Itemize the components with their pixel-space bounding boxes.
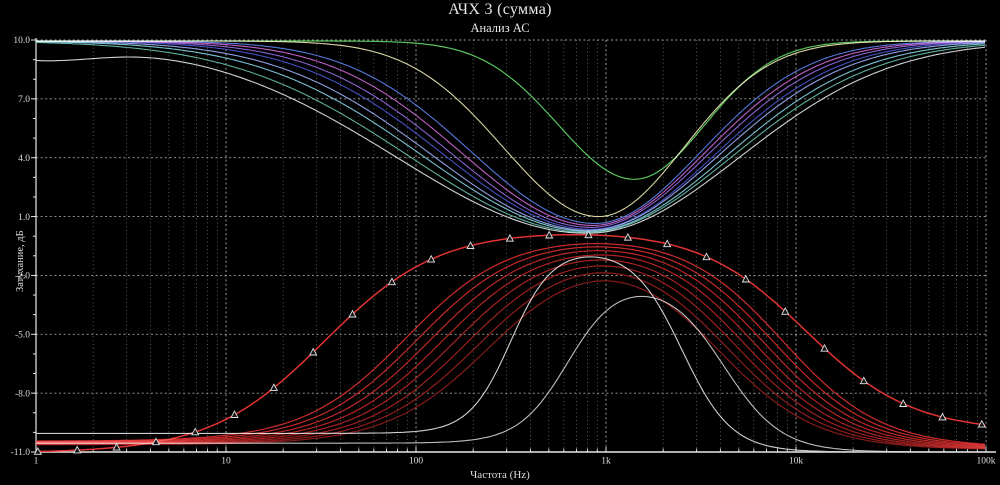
triangle-marker (820, 343, 829, 352)
triangle-marker (33, 446, 43, 455)
triangle-marker (466, 241, 475, 249)
series-band-red-marked (35, 233, 986, 453)
triangle-marker (309, 347, 318, 356)
triangle-marker (73, 445, 82, 454)
triangle-marker (427, 254, 436, 263)
series-sum-notch-navy (36, 40, 986, 230)
x-tick-label: 10k (789, 457, 804, 467)
y-tick-label: -11.0 (11, 448, 31, 458)
triangle-marker (348, 309, 357, 318)
chart-title: АЧХ 3 (сумма) (448, 1, 552, 18)
triangle-marker (387, 277, 397, 286)
y-tick-label: -8.0 (15, 389, 30, 399)
triangle-marker (859, 376, 868, 385)
series-band-red-4 (36, 254, 986, 448)
triangle-marker (584, 230, 593, 239)
triangle-marker (230, 410, 239, 418)
y-tick-label: 1.0 (18, 213, 30, 223)
triangle-marker (545, 230, 554, 239)
triangle-marker (112, 442, 121, 451)
chart-subtitle: Анализ АС (470, 21, 530, 35)
series-band-red-1 (35, 243, 986, 445)
series-sum-notch-periwinkle (35, 40, 986, 231)
y-tick-label: 4.0 (18, 154, 30, 164)
series-sum-notch-paleyellow (36, 40, 985, 218)
triangle-marker (781, 306, 790, 315)
triangle-marker (623, 232, 633, 241)
curves-layer (35, 40, 986, 453)
triangle-marker (663, 239, 672, 248)
x-tick-label: 100k (977, 457, 996, 467)
triangle-marker (977, 419, 986, 428)
triangle-marker (151, 437, 161, 446)
marker-layer (33, 230, 986, 455)
triangle-marker (741, 274, 750, 283)
triangle-marker (269, 383, 279, 392)
series-band-red-8 (36, 280, 986, 450)
x-tick-label: 1 (34, 457, 39, 467)
x-tick-label: 10 (221, 457, 231, 467)
x-tick-label: 1k (601, 457, 611, 467)
series-band-red-6 (36, 265, 985, 449)
triangle-marker (191, 427, 200, 436)
series-bell-gray-tall (36, 256, 985, 453)
series-sum-notch-magenta (36, 40, 985, 226)
series-sum-notch-blue (36, 40, 985, 224)
series-sum-notch-cyan (36, 41, 986, 232)
triangle-marker (938, 412, 947, 421)
y-tick-label: 10.0 (13, 36, 30, 46)
y-tick-label: -5.0 (15, 330, 30, 340)
series-band-red-7 (36, 272, 986, 449)
series-band-red-3 (36, 250, 986, 447)
triangle-marker (899, 399, 908, 407)
series-sum-notch-teal (36, 41, 986, 233)
y-tick-label: -2.0 (15, 272, 30, 282)
series-bell-gray-small (36, 295, 985, 453)
series-band-red-5 (36, 259, 986, 448)
series-sum-notch-green (36, 40, 985, 180)
triangle-marker (505, 233, 515, 242)
series-band-red-2 (36, 246, 986, 446)
y-tick-label: 7.0 (18, 95, 30, 105)
triangle-marker (702, 252, 711, 261)
series-sum-notch-gray (35, 46, 986, 234)
x-tick-label: 100 (409, 457, 424, 467)
x-axis-title: Частота (Hz) (470, 469, 530, 481)
series-sum-notch-purple (36, 40, 985, 228)
